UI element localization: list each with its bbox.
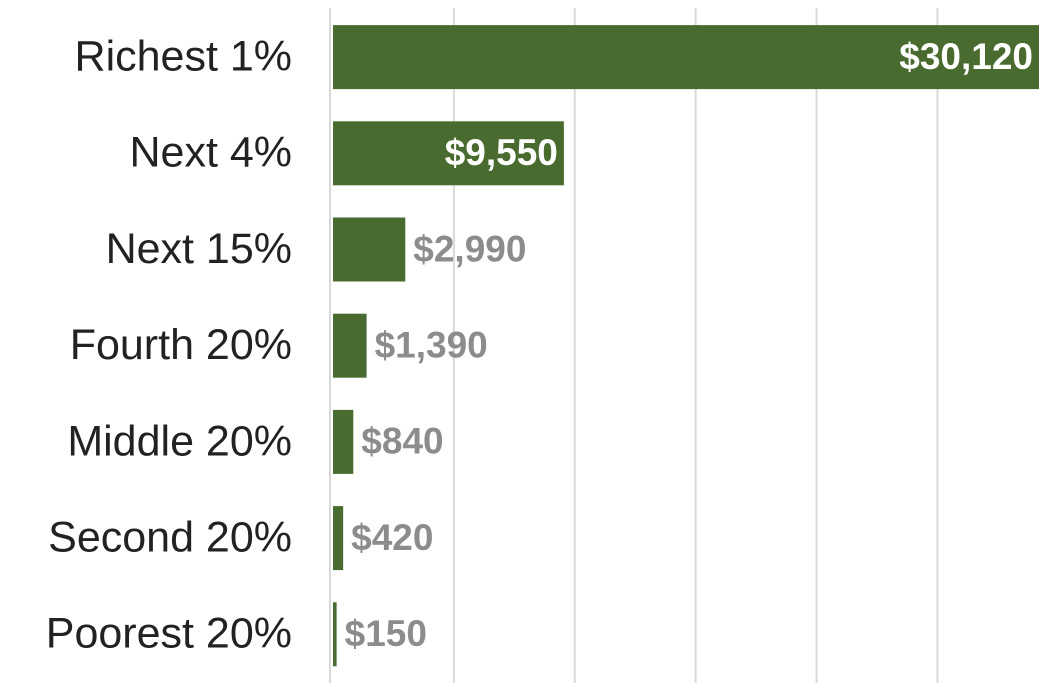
bar	[333, 25, 1039, 90]
category-label: Fourth 20%	[70, 321, 292, 369]
bar	[333, 217, 406, 282]
bar	[333, 121, 564, 186]
category-label: Second 20%	[48, 513, 292, 561]
value-label: $9,550	[445, 132, 558, 173]
category-label: Middle 20%	[67, 417, 292, 465]
bar	[333, 313, 367, 378]
category-label: Poorest 20%	[46, 610, 292, 658]
bar	[333, 506, 344, 571]
value-label: $420	[351, 517, 433, 558]
bar	[333, 602, 337, 667]
bar	[333, 409, 354, 474]
value-label: $2,990	[413, 228, 526, 269]
value-label: $30,120	[899, 36, 1033, 77]
value-label: $150	[345, 613, 427, 654]
category-label: Next 15%	[106, 225, 292, 273]
category-label: Richest 1%	[75, 32, 292, 80]
category-label: Next 4%	[129, 129, 292, 177]
value-label: $1,390	[375, 324, 488, 365]
value-label: $840	[361, 421, 443, 462]
